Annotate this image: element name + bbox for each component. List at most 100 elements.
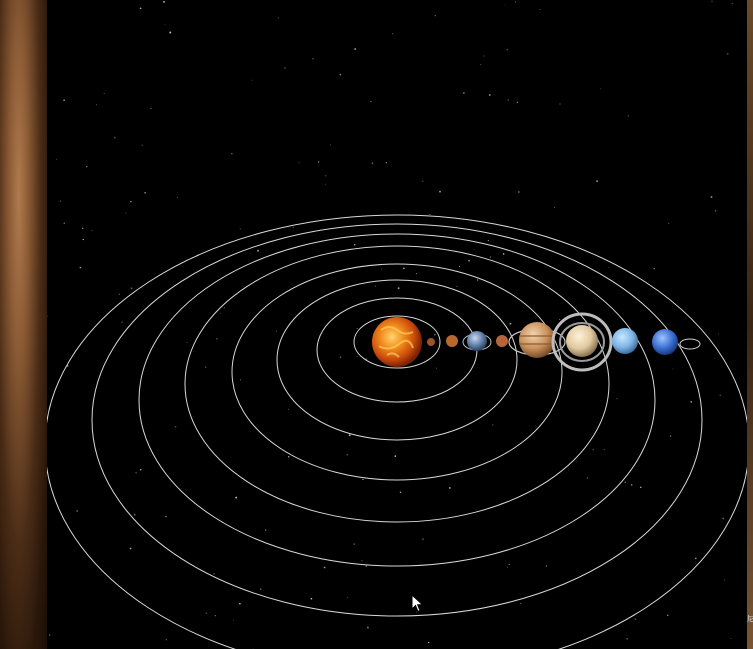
star (545, 565, 547, 567)
star (507, 99, 510, 101)
saturn-ring-inner (559, 322, 605, 362)
star (257, 249, 259, 252)
star (165, 515, 167, 518)
star (150, 108, 152, 110)
star (63, 99, 65, 102)
star (672, 368, 674, 370)
star (82, 227, 84, 229)
star (235, 496, 238, 499)
saturn-icon (566, 325, 598, 357)
star (711, 0, 713, 2)
star (690, 401, 693, 403)
star (653, 268, 655, 270)
mercury-icon[interactable] (427, 338, 435, 346)
star (385, 162, 388, 164)
mars-icon[interactable] (496, 335, 508, 347)
orbit-earth (276, 279, 518, 441)
star (448, 486, 451, 489)
star (416, 273, 418, 275)
star (463, 92, 465, 94)
star (517, 191, 520, 193)
star (397, 287, 400, 290)
star (356, 356, 358, 358)
star (230, 152, 233, 155)
star (213, 573, 215, 575)
star (539, 9, 541, 10)
solar-system-viewport[interactable] (47, 0, 747, 649)
star (509, 322, 512, 325)
star (483, 55, 485, 57)
star (516, 101, 519, 104)
star (216, 337, 218, 340)
star (724, 579, 726, 581)
star (365, 565, 368, 567)
star (436, 367, 437, 369)
jupiter[interactable] (508, 322, 566, 358)
solar-system-canvas[interactable] (47, 0, 747, 649)
star (79, 266, 82, 269)
orbit-jupiter (184, 245, 610, 523)
star (487, 239, 489, 242)
star (422, 538, 424, 541)
sun-surface-flare (378, 326, 414, 358)
star (118, 293, 121, 296)
star (252, 647, 254, 649)
orbit-saturn (138, 233, 656, 567)
star (630, 484, 633, 486)
uranus-icon[interactable] (612, 328, 638, 354)
sun[interactable] (372, 317, 422, 367)
star (95, 104, 97, 106)
star (371, 162, 374, 164)
star (514, 1, 516, 3)
star (135, 471, 138, 474)
neptune-ring (679, 338, 701, 350)
star (520, 602, 522, 604)
star (559, 318, 561, 320)
star (356, 328, 358, 330)
background-window-right (747, 0, 753, 649)
star (731, 2, 733, 4)
star (312, 57, 314, 60)
star (403, 267, 405, 270)
star (324, 183, 326, 185)
star (668, 223, 670, 225)
star (381, 268, 383, 270)
star (473, 248, 475, 250)
jupiter-bands (519, 335, 555, 345)
star (456, 285, 458, 287)
star (429, 213, 431, 215)
star (714, 210, 717, 212)
star (310, 597, 313, 600)
star (125, 212, 127, 214)
star (718, 333, 720, 335)
star (502, 253, 505, 255)
star (616, 397, 618, 400)
star (459, 266, 461, 268)
star (508, 563, 510, 565)
star (361, 560, 363, 562)
star (488, 94, 491, 96)
background-window-left (0, 0, 47, 649)
star (133, 513, 136, 516)
star (504, 4, 506, 6)
star (468, 259, 470, 262)
star (506, 566, 508, 568)
star (284, 67, 286, 69)
star (354, 48, 357, 50)
earth[interactable] (462, 331, 492, 351)
saturn[interactable] (551, 312, 613, 372)
neptune[interactable] (652, 329, 701, 355)
venus-icon[interactable] (446, 335, 458, 347)
orbit-neptune (47, 214, 747, 649)
star (318, 161, 320, 163)
star (730, 637, 732, 639)
star (434, 333, 436, 336)
star (439, 190, 441, 193)
star (224, 307, 225, 309)
star (163, 1, 165, 3)
star (220, 312, 222, 314)
star (362, 478, 364, 481)
star (506, 49, 508, 51)
mouse-cursor-icon (411, 594, 424, 613)
star (233, 620, 235, 622)
